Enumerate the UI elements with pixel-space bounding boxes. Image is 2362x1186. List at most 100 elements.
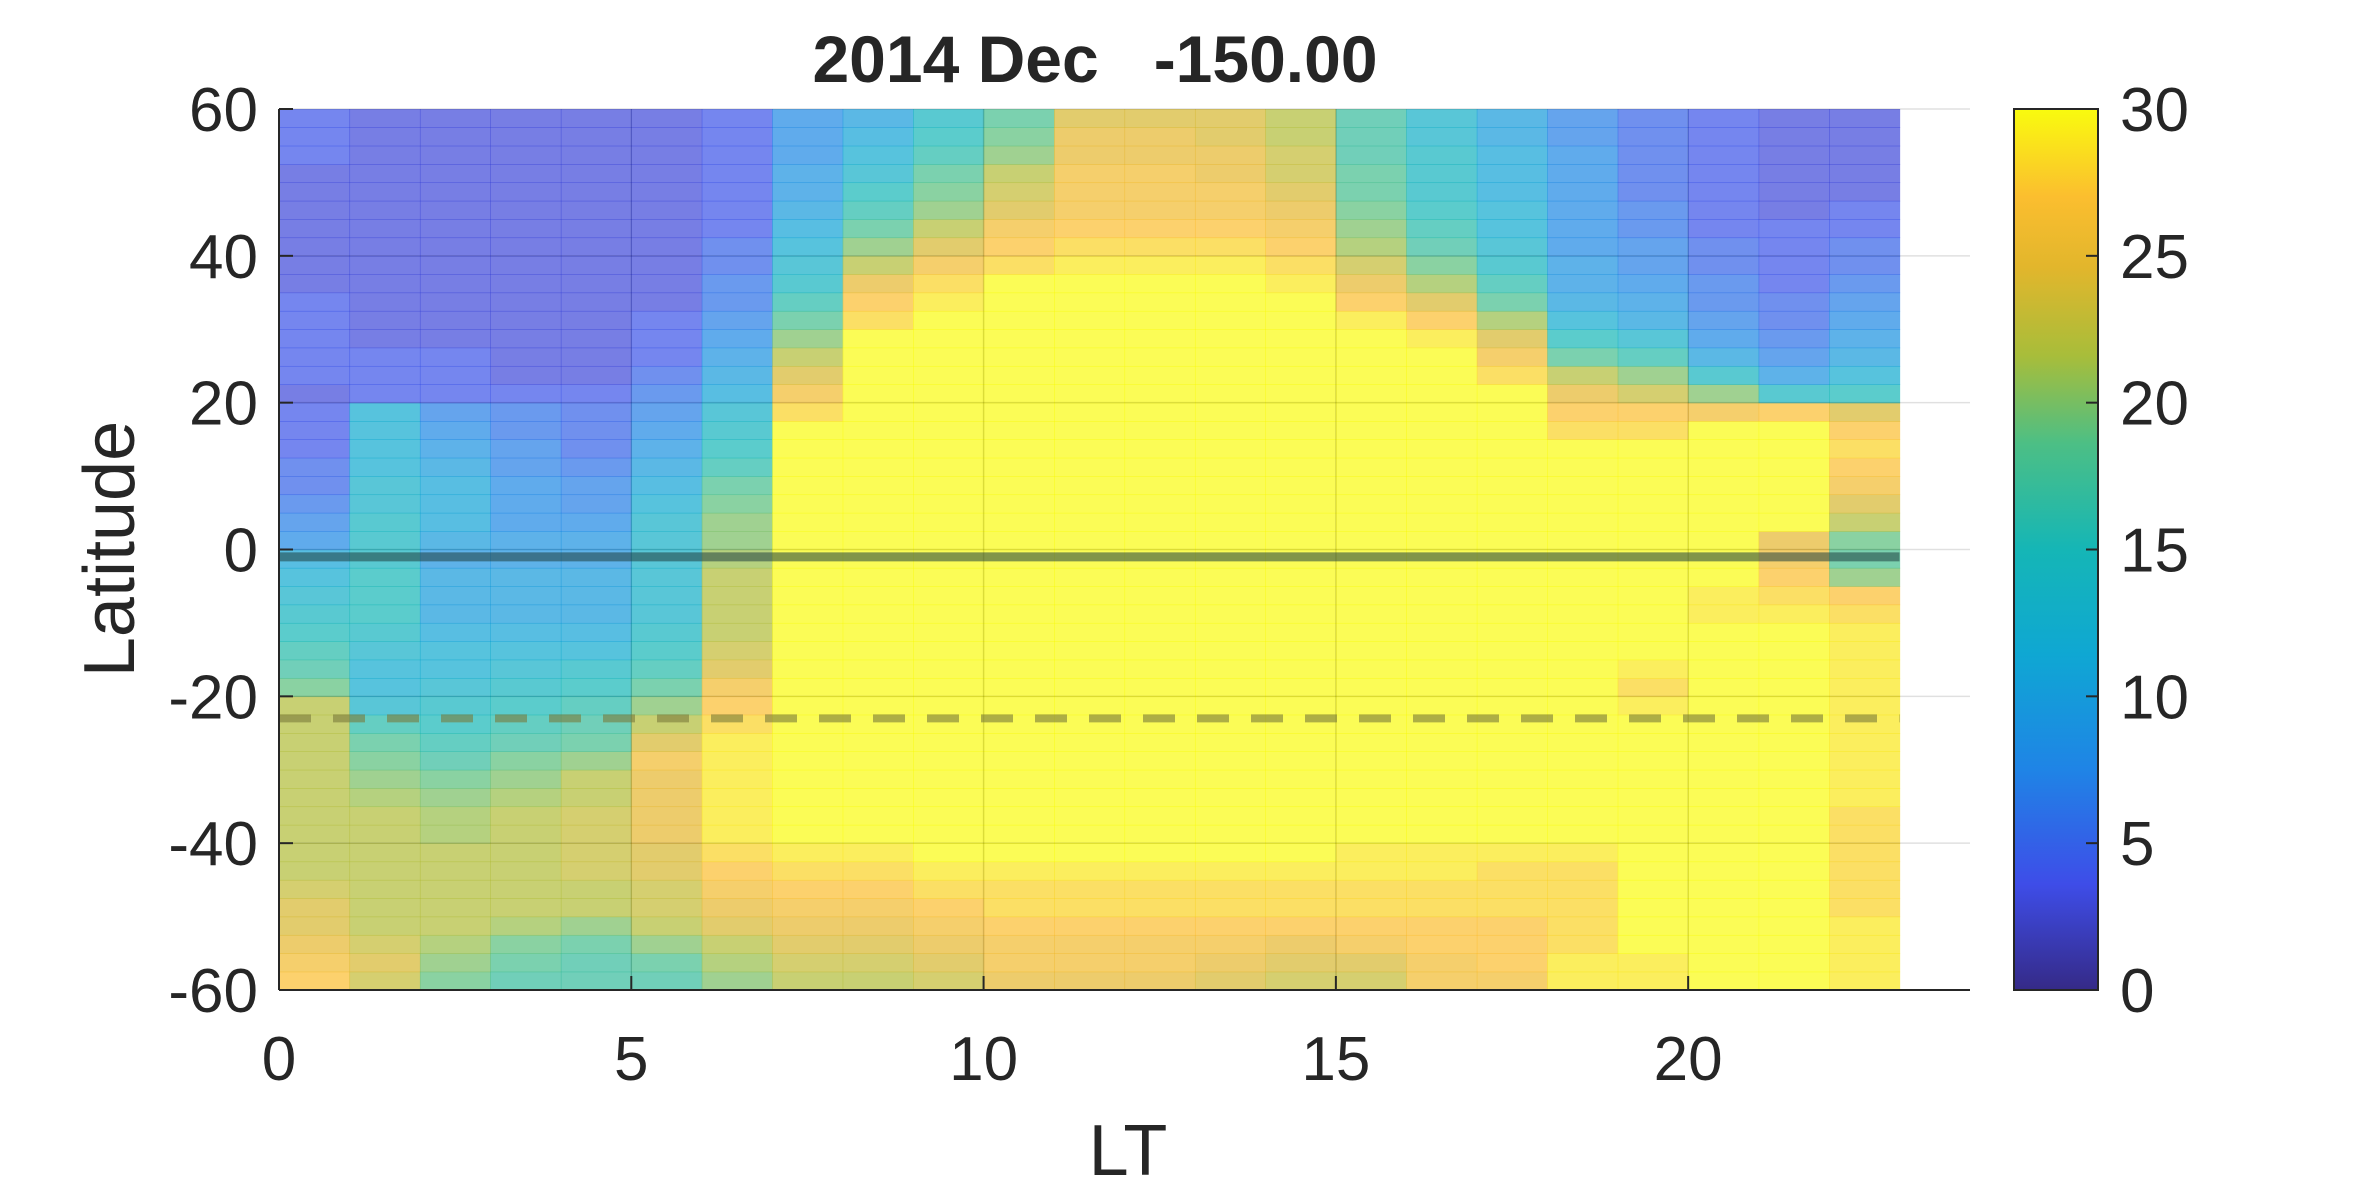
heatmap-cell: [631, 421, 703, 440]
heatmap-cell: [1617, 806, 1689, 826]
heatmap-cell: [842, 677, 914, 697]
heatmap-cell: [279, 953, 351, 973]
y-tick-label: -40: [168, 810, 258, 879]
heatmap-cell: [842, 457, 914, 477]
heatmap-cell: [1617, 164, 1689, 184]
heatmap-cell: [560, 512, 632, 532]
heatmap-cell: [1194, 751, 1267, 771]
heatmap-cell: [1617, 329, 1689, 349]
heatmap-cell: [560, 769, 632, 789]
heatmap-cell: [1617, 310, 1689, 330]
heatmap-cell: [349, 145, 421, 165]
heatmap-cell: [701, 751, 773, 771]
heatmap-cell: [1617, 457, 1689, 477]
heatmap-cell: [1829, 733, 1901, 752]
heatmap-cell: [631, 953, 703, 973]
heatmap-cell: [490, 402, 562, 422]
heatmap-cell: [490, 365, 562, 385]
heatmap-cell: [1124, 916, 1196, 936]
heatmap-cell: [1194, 457, 1267, 477]
heatmap-cell: [1829, 531, 1901, 551]
heatmap-cell: [1054, 182, 1126, 202]
heatmap-cell: [772, 788, 844, 808]
heatmap-cell: [419, 329, 491, 349]
heatmap-cell: [1406, 879, 1478, 899]
heatmap-cell: [1265, 769, 1337, 789]
heatmap-cell: [1688, 512, 1760, 532]
heatmap-cell: [772, 879, 844, 899]
heatmap-cell: [1758, 769, 1830, 789]
heatmap-cell: [560, 109, 632, 128]
heatmap-cell: [1617, 843, 1689, 863]
heatmap-cell: [772, 916, 844, 936]
heatmap-cell: [1124, 696, 1196, 716]
heatmap-cell: [419, 971, 491, 991]
heatmap-cell: [419, 274, 491, 294]
heatmap-cell: [1476, 255, 1548, 275]
heatmap-cell: [842, 365, 914, 385]
heatmap-cell: [1054, 219, 1126, 239]
heatmap-cell: [772, 751, 844, 771]
heatmap-cell: [1476, 677, 1548, 697]
heatmap-cell: [1547, 677, 1619, 697]
heatmap-cell: [1476, 292, 1548, 312]
heatmap-cell: [1758, 641, 1830, 661]
heatmap-cell: [1194, 567, 1267, 587]
heatmap-cell: [983, 347, 1055, 367]
heatmap-cell: [631, 255, 703, 275]
heatmap-cell: [1829, 879, 1901, 899]
heatmap-cell: [1758, 347, 1830, 367]
heatmap-cell: [1406, 182, 1478, 202]
heatmap-cell: [1758, 365, 1830, 385]
heatmap-cell: [1688, 292, 1760, 312]
heatmap-cell: [1406, 109, 1478, 128]
heatmap-cell: [279, 622, 351, 642]
heatmap-cell: [1829, 365, 1901, 385]
heatmap-cell: [772, 457, 844, 477]
heatmap-cell: [1335, 457, 1407, 477]
heatmap-cell: [1617, 402, 1689, 422]
heatmap-cell: [842, 292, 914, 312]
heatmap-cell: [1617, 384, 1689, 404]
heatmap-cell: [983, 751, 1055, 771]
heatmap-cell: [1758, 824, 1830, 844]
heatmap-cell: [1335, 109, 1407, 128]
heatmap-cell: [1758, 879, 1830, 899]
heatmap-cell: [772, 219, 844, 239]
heatmap-cell: [1829, 182, 1901, 202]
heatmap-cell: [701, 604, 773, 624]
heatmap-cell: [1829, 402, 1901, 422]
heatmap-cell: [1265, 622, 1337, 642]
heatmap-cell: [1406, 696, 1478, 716]
heatmap-cell: [1688, 934, 1760, 954]
heatmap-cell: [1688, 384, 1760, 404]
heatmap-cell: [1758, 971, 1830, 991]
heatmap-cell: [913, 586, 985, 606]
heatmap-cell: [1476, 879, 1548, 899]
heatmap-cell: [1406, 219, 1478, 239]
heatmap-cell: [1758, 934, 1830, 954]
heatmap-cell: [560, 476, 632, 496]
heatmap-cell: [631, 384, 703, 404]
heatmap-cell: [1335, 329, 1407, 349]
heatmap-cell: [1829, 237, 1901, 257]
heatmap-cell: [560, 677, 632, 697]
heatmap-cell: [913, 916, 985, 936]
heatmap-cell: [490, 329, 562, 349]
heatmap-cell: [1476, 310, 1548, 330]
heatmap-cell: [1406, 145, 1478, 165]
heatmap-cell: [1547, 934, 1619, 954]
heatmap-cell: [772, 384, 844, 404]
heatmap-cell: [1335, 971, 1407, 991]
heatmap-cell: [1265, 402, 1337, 422]
heatmap-cell: [631, 733, 703, 752]
heatmap-cell: [842, 109, 914, 128]
heatmap-cell: [1054, 347, 1126, 367]
heatmap-cell: [772, 567, 844, 587]
heatmap-cell: [842, 237, 914, 257]
heatmap-cell: [1758, 200, 1830, 220]
heatmap-cell: [1829, 476, 1901, 496]
heatmap-cell: [560, 843, 632, 863]
heatmap-cell: [490, 274, 562, 294]
heatmap-cell: [1476, 531, 1548, 551]
